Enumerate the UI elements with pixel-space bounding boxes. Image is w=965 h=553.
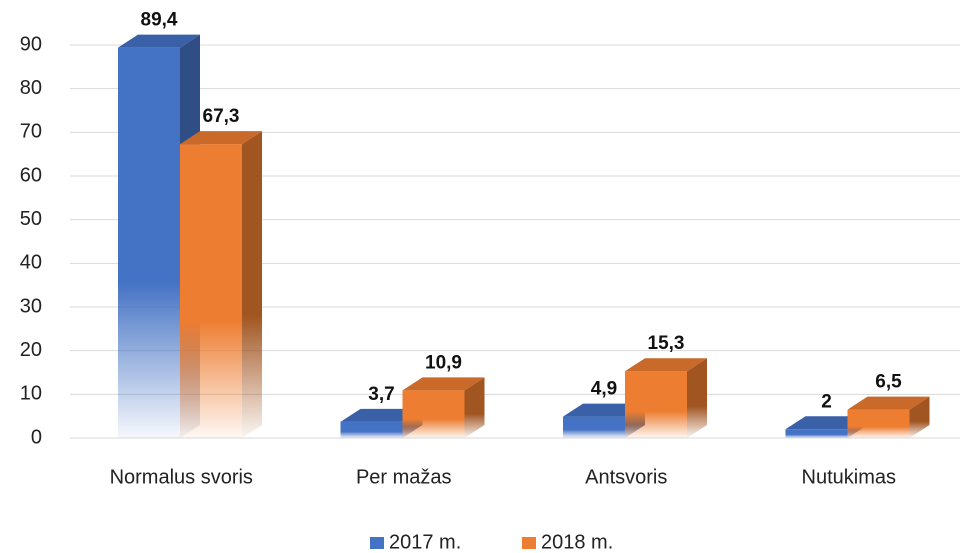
bar-side xyxy=(687,358,707,438)
y-tick-label: 80 xyxy=(20,77,42,99)
bar-side xyxy=(464,377,485,438)
y-tick-label: 70 xyxy=(20,121,42,143)
x-tick-label: Per mažas xyxy=(356,466,452,488)
bar-top xyxy=(402,377,485,391)
bar-side xyxy=(909,396,930,438)
y-tick-label: 0 xyxy=(31,426,42,448)
data-label: 2 xyxy=(821,391,832,412)
bar xyxy=(402,390,465,438)
y-tick-label: 20 xyxy=(20,339,42,361)
y-tick-label: 30 xyxy=(20,295,42,317)
data-label: 3,7 xyxy=(368,384,394,405)
bar xyxy=(118,47,180,439)
bar-top xyxy=(180,131,262,145)
y-tick-label: 50 xyxy=(20,208,42,230)
bar xyxy=(180,144,242,438)
bar-top xyxy=(847,396,930,410)
bar-top xyxy=(340,408,423,422)
legend-label: 2018 m. xyxy=(541,531,613,553)
y-tick-label: 60 xyxy=(20,164,42,186)
y-tick-label: 10 xyxy=(20,383,42,405)
bar-top xyxy=(625,358,707,372)
bar xyxy=(340,421,403,438)
bar xyxy=(785,429,848,438)
data-label: 15,3 xyxy=(648,333,685,354)
bar-top xyxy=(118,34,200,48)
bar xyxy=(847,409,910,438)
data-label: 6,5 xyxy=(875,372,902,393)
y-tick-label: 90 xyxy=(20,33,42,55)
data-label: 67,3 xyxy=(203,106,240,127)
data-label: 89,4 xyxy=(141,10,178,31)
x-tick-label: Normalus svoris xyxy=(110,466,253,488)
data-label: 4,9 xyxy=(591,379,617,400)
bar-side xyxy=(242,131,262,438)
bar-top xyxy=(563,403,645,417)
legend-label: 2017 m. xyxy=(389,531,461,553)
bar-top xyxy=(785,416,868,430)
legend-swatch xyxy=(522,537,536,549)
x-tick-label: Nutukimas xyxy=(802,466,896,488)
bar xyxy=(625,371,687,438)
data-label: 10,9 xyxy=(425,352,462,373)
legend-swatch xyxy=(370,537,384,549)
y-tick-label: 40 xyxy=(20,252,42,274)
bar xyxy=(563,416,625,438)
x-tick-label: Antsvoris xyxy=(585,466,667,488)
